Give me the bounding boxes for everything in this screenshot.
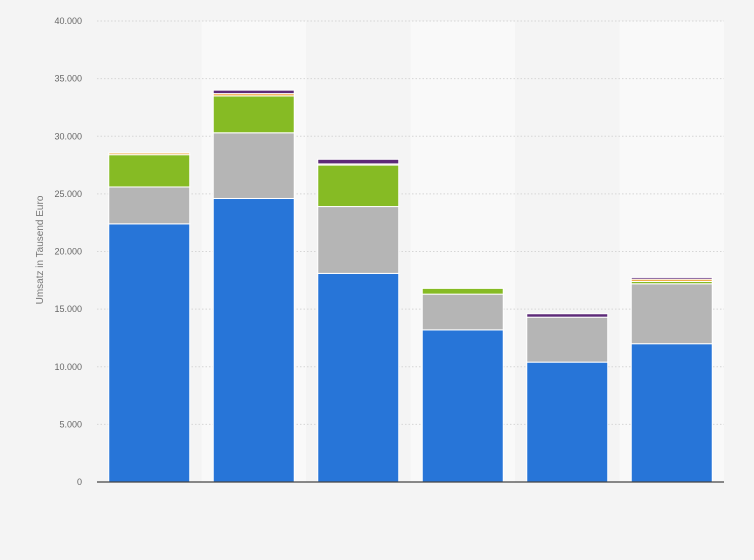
y-tick-label: 25.000 <box>54 189 82 199</box>
bar-stack <box>212 89 295 483</box>
bar-segment-series-5 <box>317 158 400 165</box>
bar-segment-series-3 <box>421 287 504 295</box>
y-axis-ticks: 0 5.000 10.000 15.000 20.000 25.000 30.000 35.0… <box>54 16 82 487</box>
bar-stack <box>108 152 191 483</box>
bar-segment-series-4 <box>108 152 191 156</box>
y-axis-label: Umsatz in Tausend Euro <box>35 195 46 304</box>
bar-segment-series-3 <box>108 154 191 188</box>
bar-segment-series-3 <box>212 95 295 134</box>
y-tick-label: 30.000 <box>54 131 82 141</box>
y-tick-label: 20.000 <box>54 247 82 257</box>
y-tick-label: 35.000 <box>54 74 82 84</box>
y-tick-label: 10.000 <box>54 362 82 372</box>
bar-segment-series-3 <box>317 164 400 208</box>
bar-segment-series-2 <box>526 316 609 363</box>
bar-segment-series-1 <box>630 343 713 483</box>
bar-segment-series-2 <box>108 186 191 225</box>
bar-segment-series-2 <box>212 132 295 199</box>
bar-segment-series-2 <box>630 283 713 345</box>
bar-segment-series-2 <box>421 293 504 331</box>
y-tick-label: 40.000 <box>54 16 82 26</box>
bar-segment-series-2 <box>317 206 400 274</box>
bar-segment-series-1 <box>212 197 295 483</box>
bar-segment-series-5 <box>212 89 295 95</box>
bar-segment-series-5 <box>630 276 713 280</box>
grid-lines <box>97 20 724 425</box>
bar-segment-series-1 <box>526 361 609 483</box>
bar-stack <box>526 313 609 483</box>
bar-stack <box>317 158 400 483</box>
bar-segment-series-5 <box>526 313 609 318</box>
bar-stack <box>630 276 713 483</box>
bar-segment-series-1 <box>421 329 504 483</box>
bar-segment-series-1 <box>317 272 400 483</box>
bars <box>108 89 713 483</box>
bar-stack <box>421 287 504 483</box>
bar-segment-series-1 <box>108 223 191 483</box>
y-tick-label: 0 <box>77 477 82 487</box>
y-tick-label: 15.000 <box>54 304 82 314</box>
y-tick-label: 5.000 <box>59 419 82 429</box>
